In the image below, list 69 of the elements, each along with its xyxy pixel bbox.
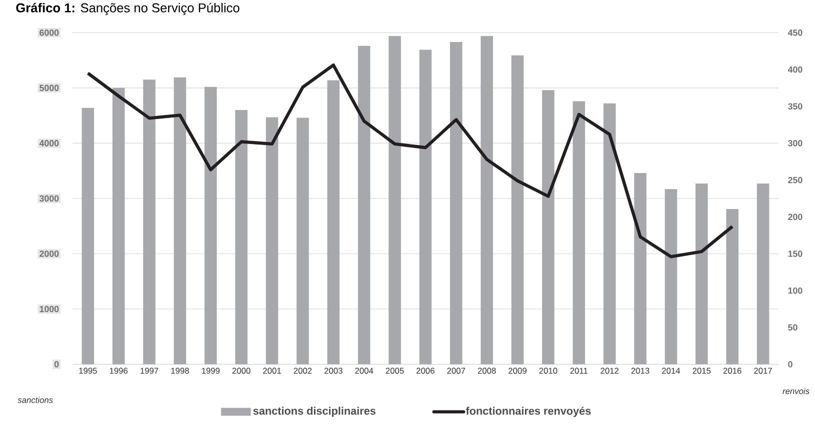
x-tick-label: 2015: [692, 368, 711, 374]
bar: [112, 88, 125, 364]
y2-tick-label: 200: [788, 214, 802, 220]
x-tick-label: 1995: [79, 368, 97, 374]
y2-tick-label: 50: [788, 324, 798, 331]
x-tick-label: 2016: [723, 368, 742, 374]
y2-tick-label: 150: [788, 250, 802, 258]
x-tick-label: 2008: [478, 368, 496, 374]
x-tick-label: 2011: [570, 368, 588, 374]
bar: [419, 50, 432, 364]
bar: [204, 87, 217, 364]
y2-tick-label: 450: [788, 30, 802, 36]
x-tick-label: 2006: [416, 368, 434, 374]
bar: [572, 101, 586, 364]
chart-title: Gráfico 1: Sanções no Serviço Público: [16, 3, 240, 16]
y-tick-label: 1000: [40, 306, 59, 312]
bar: [511, 56, 524, 364]
y2-tick-label: 350: [788, 103, 802, 110]
y-tick-label: 0: [54, 361, 59, 368]
bar: [327, 80, 340, 364]
x-tick-label: 2013: [631, 368, 650, 374]
bar: [542, 90, 554, 364]
bar: [296, 118, 309, 364]
legend-label: sanctions disciplinaires: [253, 406, 376, 418]
x-tick-label: 2004: [355, 368, 374, 374]
text: renvois: [782, 388, 810, 394]
y2-tick-label: 400: [788, 66, 802, 73]
line-series: [86, 64, 734, 258]
y2-tick-label: 0: [788, 361, 792, 368]
bar: [266, 117, 278, 364]
x-tick-label: 2017: [754, 368, 772, 374]
bar: [82, 108, 94, 364]
bar: [603, 104, 616, 364]
bar: [143, 80, 156, 364]
legend-label: fonctionnaires renvoyés: [466, 406, 591, 418]
bar: [696, 184, 708, 364]
bar: [634, 173, 646, 364]
y-tick-label: 4000: [39, 140, 59, 147]
y2-tick-label: 300: [788, 140, 802, 147]
x-tick-label: 2000: [232, 368, 250, 374]
bar: [726, 209, 738, 364]
x-tick-label: 2001: [263, 368, 281, 374]
y-tick-label: 2000: [40, 250, 59, 258]
bar: [235, 110, 248, 364]
bar: [450, 42, 462, 364]
bar: [480, 36, 493, 364]
bar: [358, 46, 370, 364]
x-tick-label: 2012: [600, 368, 618, 374]
bar: [756, 184, 770, 364]
bar: [174, 78, 186, 364]
x-tick-label: 1996: [110, 368, 128, 374]
y2-tick-label: 100: [788, 288, 802, 294]
text: sanctions: [18, 397, 53, 404]
x-tick-label: 2014: [662, 368, 680, 374]
x-tick-label: 2002: [294, 368, 312, 374]
y2-tick-label: 250: [788, 177, 802, 184]
bar: [664, 189, 678, 364]
x-tick-label: 2009: [508, 368, 526, 374]
bar: [388, 36, 401, 364]
x-tick-label: 1999: [202, 368, 220, 374]
y-tick-label: 5000: [40, 84, 59, 92]
x-tick-label: 1997: [140, 368, 158, 374]
y-tick-label: 6000: [40, 30, 59, 36]
x-tick-label: 1998: [171, 368, 189, 374]
y-tick-label: 3000: [39, 196, 59, 202]
x-tick-label: 2003: [324, 368, 342, 374]
x-tick-label: 2010: [539, 368, 558, 374]
x-tick-label: 2005: [386, 368, 404, 374]
x-tick-label: 2007: [447, 368, 466, 374]
